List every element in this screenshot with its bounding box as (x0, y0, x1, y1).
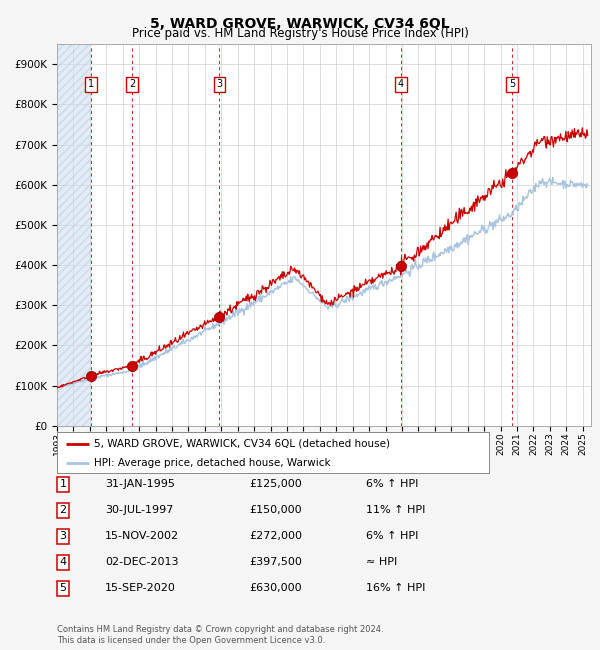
Text: Contains HM Land Registry data © Crown copyright and database right 2024.
This d: Contains HM Land Registry data © Crown c… (57, 625, 383, 645)
Text: HPI: Average price, detached house, Warwick: HPI: Average price, detached house, Warw… (94, 458, 331, 468)
Text: 2: 2 (59, 505, 67, 515)
Point (215, 311, 224, 322)
Text: 5: 5 (59, 583, 67, 593)
Text: 02-DEC-2013: 02-DEC-2013 (105, 557, 179, 567)
Text: £125,000: £125,000 (249, 479, 302, 489)
Text: 5: 5 (509, 79, 515, 89)
Point (508, 168, 517, 178)
Point (86, 370, 96, 381)
Text: 6% ↑ HPI: 6% ↑ HPI (366, 479, 418, 489)
Text: 4: 4 (59, 557, 67, 567)
Text: 5, WARD GROVE, WARWICK, CV34 6QL (detached house): 5, WARD GROVE, WARWICK, CV34 6QL (detach… (94, 439, 390, 448)
Point (127, 360, 137, 370)
Text: Price paid vs. HM Land Registry's House Price Index (HPI): Price paid vs. HM Land Registry's House … (131, 27, 469, 40)
Text: 30-JUL-1997: 30-JUL-1997 (105, 505, 173, 515)
Text: 3: 3 (59, 531, 67, 541)
Text: 5, WARD GROVE, WARWICK, CV34 6QL: 5, WARD GROVE, WARWICK, CV34 6QL (150, 17, 450, 31)
Text: 31-JAN-1995: 31-JAN-1995 (105, 479, 175, 489)
Text: 3: 3 (216, 79, 223, 89)
Text: £272,000: £272,000 (249, 531, 302, 541)
Text: 6% ↑ HPI: 6% ↑ HPI (366, 531, 418, 541)
Text: 15-SEP-2020: 15-SEP-2020 (105, 583, 176, 593)
Text: 2: 2 (129, 79, 136, 89)
Text: £630,000: £630,000 (249, 583, 302, 593)
Point (396, 261, 406, 271)
Text: ≈ HPI: ≈ HPI (366, 557, 397, 567)
Text: 11% ↑ HPI: 11% ↑ HPI (366, 505, 425, 515)
Text: £150,000: £150,000 (249, 505, 302, 515)
Bar (57, 44, 91, 426)
Text: 4: 4 (398, 79, 404, 89)
Text: 16% ↑ HPI: 16% ↑ HPI (366, 583, 425, 593)
Text: 1: 1 (59, 479, 67, 489)
Text: 15-NOV-2002: 15-NOV-2002 (105, 531, 179, 541)
Text: 1: 1 (88, 79, 94, 89)
Text: £397,500: £397,500 (249, 557, 302, 567)
